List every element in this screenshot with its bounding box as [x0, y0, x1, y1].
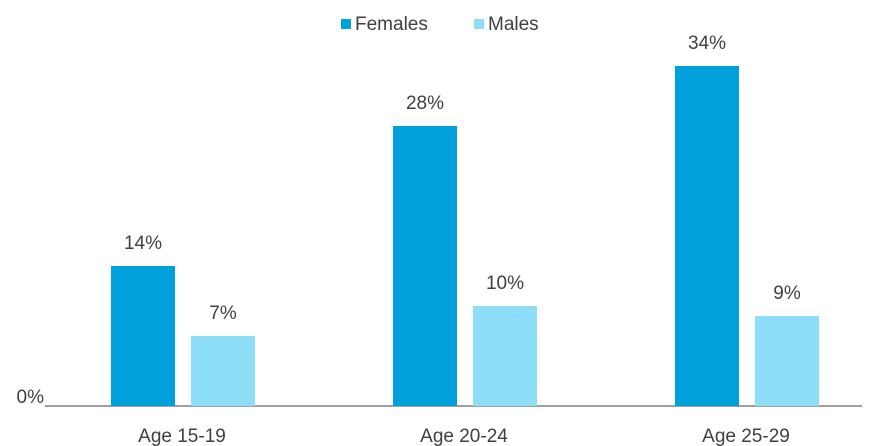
- bar: [111, 266, 175, 406]
- data-label: 9%: [773, 283, 801, 304]
- data-label: 34%: [688, 33, 726, 54]
- legend-label: Females: [355, 14, 428, 35]
- bar: [675, 66, 739, 406]
- bar: [191, 336, 255, 406]
- legend-swatch: [341, 19, 351, 29]
- x-tick-label: Age 20-24: [420, 426, 508, 446]
- x-tick-label: Age 25-29: [702, 426, 790, 446]
- legend-swatch: [474, 19, 484, 29]
- data-label: 14%: [124, 233, 162, 254]
- legend-label: Males: [488, 14, 539, 35]
- bar: [473, 306, 537, 406]
- y-tick-label: 0%: [17, 387, 45, 408]
- data-label: 28%: [406, 93, 444, 114]
- bar: [393, 126, 457, 406]
- data-label: 7%: [209, 303, 237, 324]
- bar: [755, 316, 819, 406]
- data-label: 10%: [486, 273, 524, 294]
- x-tick-label: Age 15-19: [138, 426, 226, 446]
